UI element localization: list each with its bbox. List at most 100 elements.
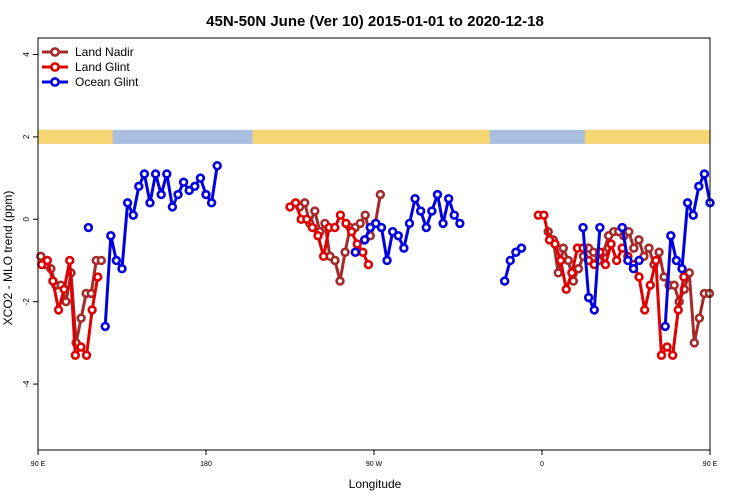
data-point-ocean-glint — [505, 255, 515, 266]
data-point-ocean-glint — [688, 210, 698, 220]
x-tick-label: 90 E — [31, 461, 46, 468]
data-point-ocean-glint — [359, 235, 370, 245]
data-point-land-glint — [561, 284, 571, 295]
data-point-ocean-glint — [139, 169, 150, 179]
data-point-land-glint — [611, 255, 622, 266]
data-point-land-nadir — [300, 198, 310, 208]
series-line-ocean-glint — [581, 227, 602, 312]
data-point-land-glint — [307, 222, 318, 233]
x-tick-label: 180 — [200, 461, 212, 468]
plot-frame — [37, 37, 711, 451]
data-point-land-glint — [318, 251, 329, 262]
x-axis-label: Longitude — [349, 477, 402, 491]
data-point-ocean-glint — [100, 321, 110, 332]
data-point-ocean-glint — [443, 193, 454, 204]
legend-item-land-nadir: Land Nadir — [42, 45, 134, 59]
data-point-land-glint — [358, 247, 368, 257]
data-point-land-glint — [363, 259, 374, 270]
data-point-land-glint — [550, 239, 560, 249]
data-point-land-glint — [290, 198, 301, 208]
series-ocean-glint — [83, 161, 715, 332]
series-line-ocean-glint — [620, 227, 641, 271]
x-axis: 90 E 180 90 W 0 90 E — [31, 450, 718, 468]
land-band — [252, 129, 490, 144]
data-point-ocean-glint — [421, 222, 431, 233]
series-land-nadir — [36, 189, 715, 348]
data-point-land-glint — [335, 210, 346, 220]
data-point-land-nadir — [96, 255, 106, 266]
data-point-ocean-glint — [212, 161, 222, 171]
data-point-ocean-glint — [376, 222, 387, 233]
data-point-ocean-glint — [660, 321, 670, 332]
data-point-ocean-glint — [167, 202, 178, 212]
data-point-land-nadir — [689, 338, 700, 348]
data-point-land-nadir — [629, 243, 639, 253]
legend-swatch-marker — [50, 62, 60, 72]
data-point-ocean-glint — [393, 231, 403, 241]
data-point-land-glint — [600, 259, 611, 270]
data-point-ocean-glint — [499, 276, 510, 286]
data-point-land-glint — [634, 272, 644, 282]
data-point-land-glint — [65, 255, 75, 266]
data-point-ocean-glint — [634, 255, 644, 266]
data-point-ocean-glint — [427, 206, 437, 216]
data-point-ocean-glint — [83, 222, 94, 233]
data-point-ocean-glint — [201, 189, 211, 200]
data-point-ocean-glint — [438, 218, 448, 229]
data-point-land-nadir — [340, 247, 350, 257]
data-point-ocean-glint — [145, 198, 155, 208]
data-point-land-nadir — [310, 206, 320, 216]
data-point-land-glint — [53, 305, 64, 315]
data-point-land-glint — [70, 350, 81, 360]
y-axis: -4 -2 0 2 4 — [22, 52, 38, 388]
legend-label: Ocean Glint — [75, 75, 139, 89]
data-point-ocean-glint — [699, 169, 710, 179]
data-point-land-nadir — [355, 218, 365, 229]
y-tick-label: -4 — [22, 380, 31, 388]
data-point-land-nadir — [558, 243, 568, 253]
data-point-land-glint — [81, 350, 92, 360]
data-point-land-nadir — [659, 272, 669, 282]
data-point-land-glint — [555, 255, 566, 266]
data-point-ocean-glint — [432, 189, 443, 200]
data-point-land-glint — [341, 218, 351, 229]
data-point-ocean-glint — [382, 255, 392, 266]
data-point-land-glint — [59, 284, 69, 295]
data-point-ocean-glint — [195, 173, 206, 183]
data-point-land-glint — [42, 255, 53, 266]
data-point-land-glint — [87, 305, 97, 315]
data-point-ocean-glint — [190, 181, 200, 192]
data-point-land-glint — [567, 268, 577, 278]
x-tick-label: 0 — [540, 461, 544, 468]
y-tick-label: -2 — [22, 298, 31, 306]
data-point-ocean-glint — [595, 222, 605, 233]
data-point-land-glint — [346, 226, 357, 237]
legend-label: Land Nadir — [75, 45, 134, 59]
y-tick-label: 4 — [22, 52, 31, 57]
land-ocean-strip — [38, 129, 710, 144]
data-point-ocean-glint — [516, 243, 527, 253]
data-point-land-glint — [539, 210, 549, 220]
data-point-ocean-glint — [666, 231, 676, 241]
data-point-land-glint — [651, 255, 661, 266]
data-point-ocean-glint — [350, 247, 361, 257]
legend-label: Land Glint — [75, 60, 130, 74]
data-point-land-nadir — [624, 226, 634, 237]
legend-item-ocean-glint: Ocean Glint — [42, 75, 139, 89]
data-point-ocean-glint — [583, 292, 594, 303]
data-point-ocean-glint — [623, 255, 633, 266]
data-point-land-glint — [639, 305, 650, 315]
data-point-ocean-glint — [206, 198, 217, 208]
data-point-land-nadir — [335, 276, 345, 286]
legend-swatch-marker — [50, 77, 60, 87]
data-point-land-glint — [673, 305, 683, 315]
data-point-land-nadir — [36, 251, 46, 262]
data-point-ocean-glint — [410, 193, 420, 204]
data-point-ocean-glint — [134, 181, 144, 192]
data-point-land-nadir — [563, 255, 574, 266]
data-point-land-nadir — [644, 243, 654, 253]
data-point-land-nadir — [654, 247, 664, 257]
data-point-ocean-glint — [617, 222, 627, 233]
